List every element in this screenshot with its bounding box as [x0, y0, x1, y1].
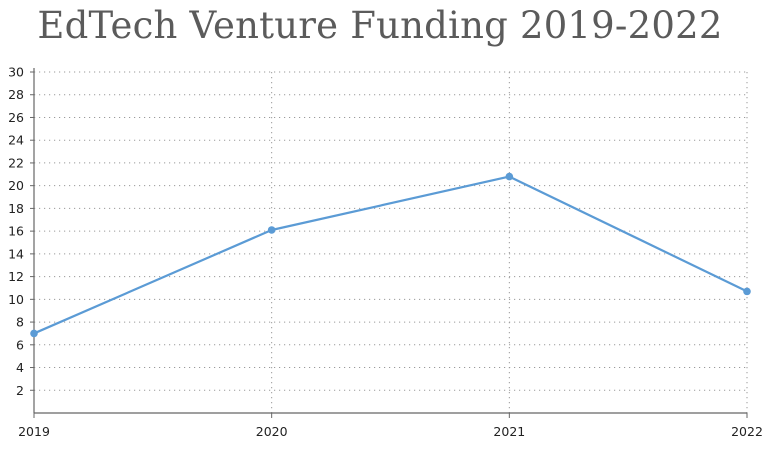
y-tick-label-6: 6 [16, 337, 24, 352]
data-point-2021 [505, 172, 514, 181]
y-tick-label-2: 2 [16, 383, 24, 398]
x-tick-label-2019: 2019 [18, 424, 50, 439]
x-tick-label-2020: 2020 [256, 424, 288, 439]
y-tick-label-22: 22 [8, 155, 24, 170]
data-point-2019 [30, 329, 38, 338]
y-tick-label-24: 24 [8, 133, 24, 148]
y-tick-label-12: 12 [8, 269, 24, 284]
y-tick-label-8: 8 [16, 315, 24, 330]
data-point-2022 [743, 287, 751, 296]
series-line-0 [33, 175, 748, 335]
chart-title: EdTech Venture Funding 2019-2022 [37, 4, 723, 47]
axes [30, 68, 748, 418]
y-tick-label-26: 26 [8, 110, 24, 125]
y-tick-label-10: 10 [8, 292, 24, 307]
gridlines [33, 71, 748, 413]
x-tick-label-2021: 2021 [493, 424, 525, 439]
series [30, 172, 751, 338]
y-tick-label-4: 4 [16, 360, 24, 375]
y-tick-label-16: 16 [8, 224, 24, 239]
x-tick-label-2022: 2022 [731, 424, 763, 439]
y-tick-label-30: 30 [8, 65, 24, 80]
y-tick-label-20: 20 [8, 178, 24, 193]
y-tick-label-28: 28 [8, 87, 24, 102]
y-tick-label-14: 14 [8, 246, 24, 261]
y-tick-label-18: 18 [8, 201, 24, 216]
data-point-2020 [267, 226, 276, 234]
